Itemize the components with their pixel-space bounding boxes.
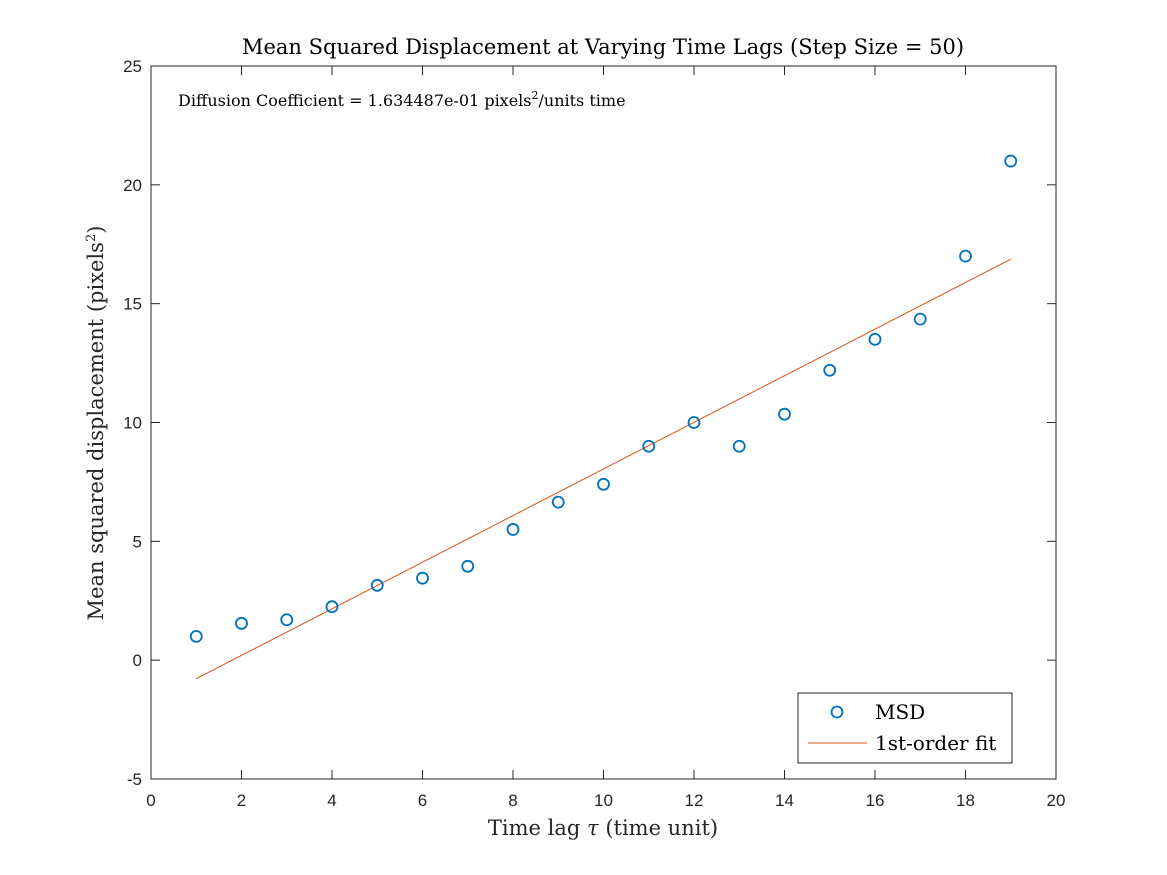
x-tick-label: 16 xyxy=(866,791,885,810)
y-tick-labels: -5 0 5 10 15 20 25 xyxy=(123,57,142,789)
msd-point xyxy=(778,407,791,421)
x-tick-label: 18 xyxy=(956,791,975,810)
legend-label-fit: 1st-order fit xyxy=(875,731,996,755)
msd-point xyxy=(235,616,248,630)
y-axis-label: Mean squared displacement (pixels2) xyxy=(84,226,108,621)
msd-point xyxy=(913,312,927,326)
msd-point xyxy=(280,613,294,627)
x-tick-label: 8 xyxy=(508,791,517,810)
y-tick-label: 10 xyxy=(123,414,142,433)
x-tick-labels: 0 2 4 6 8 10 12 14 16 18 20 xyxy=(146,791,1065,810)
msd-point xyxy=(551,495,565,509)
y-tick-label: 0 xyxy=(133,651,142,670)
x-tick-label: 14 xyxy=(775,791,794,810)
msd-point xyxy=(325,600,339,614)
y-tick-label: -5 xyxy=(127,770,142,789)
x-tick-label: 0 xyxy=(146,791,155,810)
x-tick-label: 10 xyxy=(594,791,613,810)
msd-point xyxy=(461,559,475,573)
chart-title: Mean Squared Displacement at Varying Tim… xyxy=(242,35,964,59)
legend: MSD 1st-order fit xyxy=(797,692,1013,764)
msd-point xyxy=(642,439,656,453)
msd-point xyxy=(823,363,837,377)
y-tick-label: 5 xyxy=(133,532,142,551)
x-tick-label: 12 xyxy=(685,791,704,810)
msd-point xyxy=(416,571,429,585)
msd-point xyxy=(506,523,520,536)
axis-ticks xyxy=(150,65,1057,780)
x-tick-label: 2 xyxy=(237,791,246,810)
x-tick-label: 4 xyxy=(327,791,336,810)
fit-line xyxy=(196,258,1011,680)
y-tick-label: 25 xyxy=(123,57,142,76)
msd-point xyxy=(959,249,972,263)
legend-box xyxy=(797,692,1013,764)
msd-point xyxy=(732,439,746,453)
msd-point xyxy=(868,332,882,346)
y-tick-label: 15 xyxy=(123,295,142,314)
x-axis-label: Time lag τ (time unit) xyxy=(488,816,718,840)
x-tick-label: 20 xyxy=(1047,791,1066,810)
msd-point xyxy=(687,416,701,429)
legend-label-msd: MSD xyxy=(875,700,925,724)
msd-point xyxy=(597,477,610,491)
fit-series xyxy=(196,258,1011,680)
msd-point xyxy=(189,630,203,643)
y-tick-label: 20 xyxy=(123,176,142,195)
msd-series xyxy=(189,154,1018,643)
msd-point xyxy=(370,578,384,592)
x-tick-label: 6 xyxy=(418,791,427,810)
legend-marker-msd xyxy=(830,705,844,719)
plot-area xyxy=(150,65,1057,780)
msd-point xyxy=(1004,154,1018,168)
diffusion-coefficient-annotation: Diffusion Coefficient = 1.634487e-01 pix… xyxy=(178,89,626,110)
